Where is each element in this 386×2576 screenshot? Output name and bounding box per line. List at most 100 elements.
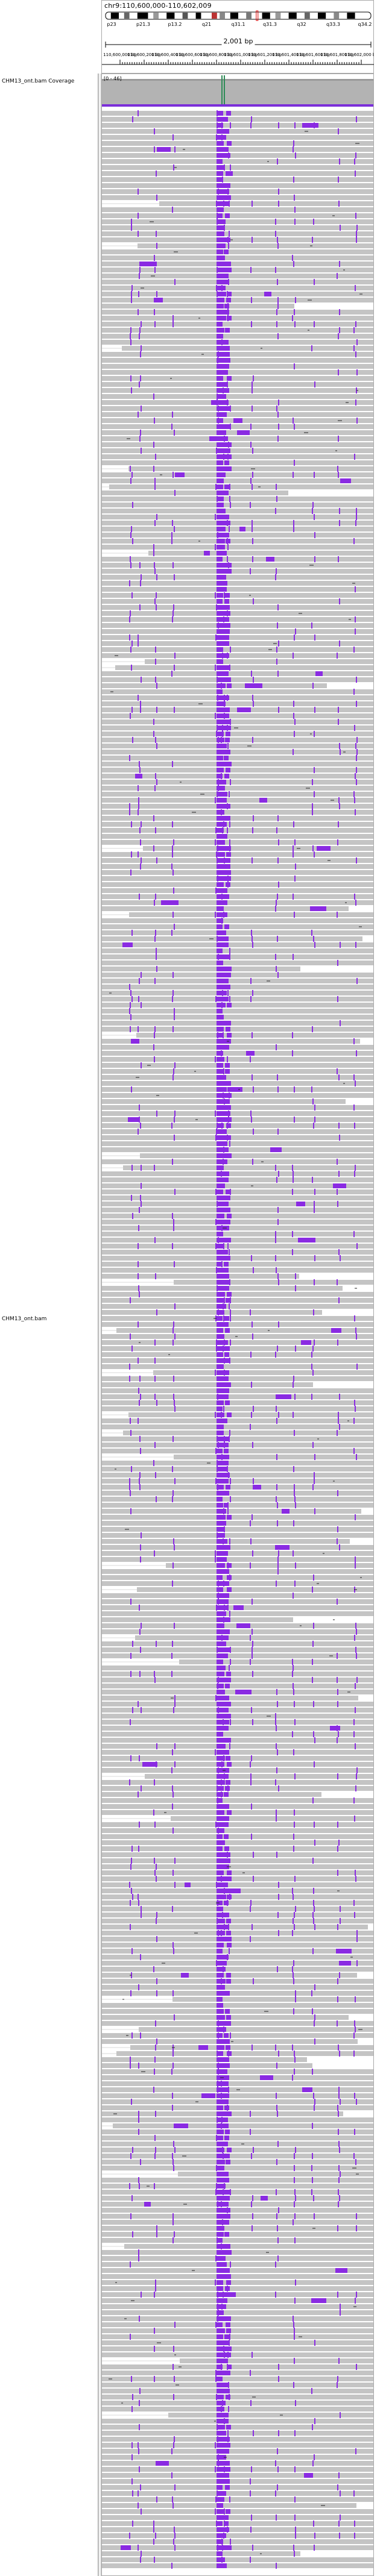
insertion-mark [250,1906,251,1912]
coverage-track-name[interactable]: CHM13_ont.bam Coverage [2,78,75,84]
insertion-mark [312,2123,313,2129]
read [102,780,373,785]
insertion-block [302,123,318,128]
read [102,2340,373,2345]
read-row [102,978,373,984]
insertion-mark [140,1544,141,1550]
insertion-mark [132,2521,133,2527]
read [102,1298,373,1303]
alignment-track[interactable] [102,110,373,2569]
chromosome-ideogram[interactable] [102,10,375,22]
ruler[interactable]: 110,600,000 bp 110,600,200 bp 110,600,400 … [102,52,375,73]
read-row [102,454,373,460]
read-row [102,436,373,442]
insertion-mark [138,1900,139,1906]
read [102,2364,373,2369]
insertion-mark [340,2490,341,2496]
read [102,1310,322,1315]
insertion-mark [172,1562,174,1568]
read-row [102,1538,350,1544]
insertion-block [217,1322,229,1327]
read-row [102,1255,373,1261]
insertion-block [226,1256,230,1261]
insertion-block [217,1304,226,1309]
insertion-mark [224,1924,225,1930]
insertion-mark [314,2014,315,2020]
read [102,629,373,634]
insertion-mark [338,2521,340,2527]
insertion-block [217,183,226,188]
insertion-mark [276,2515,277,2521]
insertion-mark [314,731,315,737]
insertion-mark [172,845,173,851]
coverage-track[interactable]: [0 - 46] [102,74,373,108]
insertion-mark [131,707,133,713]
read-row [102,285,373,291]
read-row [102,140,373,146]
insertion-block [217,888,227,893]
read [102,521,373,525]
read [102,1979,373,1984]
insertion-mark [293,2316,294,2322]
read-row [102,538,373,544]
ruler-tick-label: 110,600,400 bp [151,52,185,57]
insertion-mark [314,1478,315,1484]
read-row [102,2231,373,2237]
insertion-block [224,1955,229,1960]
read [102,1177,373,1182]
read-row [102,1153,373,1158]
read [102,1985,373,1990]
read-row [102,1773,373,1779]
read [102,262,373,266]
read-row [102,1641,373,1647]
insertion-block [226,719,231,724]
read-row [102,424,373,430]
insertion-block [225,213,230,218]
read [102,991,373,995]
read-row [102,2424,373,2430]
insertion-mark [140,2484,141,2490]
insertion-block [224,1316,229,1321]
insertion-mark [156,592,157,598]
insertion-mark [172,912,174,918]
insertion-block [226,1485,230,1490]
insertion-mark [276,568,277,574]
insertion-mark [172,1906,173,1912]
insertion-block [217,1937,227,1941]
insertion-block [217,1497,223,1502]
insertion-mark [129,2533,130,2539]
insertion-block [217,1623,224,1628]
read-row [102,2129,373,2135]
insertion-mark [229,201,230,207]
insertion-mark [172,1213,173,1219]
insertion-mark [250,1761,251,1767]
alignment-track-name[interactable]: CHM13_ont.bam [2,1316,47,1322]
insertion-mark [215,1749,216,1755]
insertion-block [331,1328,341,1333]
insertion-mark [314,1840,315,1846]
read-row [102,2472,373,2478]
insertion-mark [313,1575,314,1581]
read-row [102,924,373,930]
insertion-mark [224,2466,225,2472]
insertion-mark [251,1117,252,1123]
insertion-mark [337,1430,338,1436]
read [102,2383,373,2387]
insertion-mark [140,707,141,713]
insertion-mark [217,725,218,731]
insertion-mark [252,857,253,863]
read-row [102,183,373,188]
read [102,653,373,658]
insertion-mark [215,2496,217,2502]
read [102,1051,373,1056]
insertion-block [224,1394,229,1399]
insertion-block [225,1346,230,1351]
panel-divider[interactable] [98,74,101,2576]
insertion-block [217,1834,223,1839]
read [102,575,373,580]
insertion-mark [216,285,217,291]
insertion-block [217,1479,229,1484]
insertion-mark [276,1816,277,1822]
insertion-block [224,1593,229,1598]
read-row [102,2406,373,2412]
